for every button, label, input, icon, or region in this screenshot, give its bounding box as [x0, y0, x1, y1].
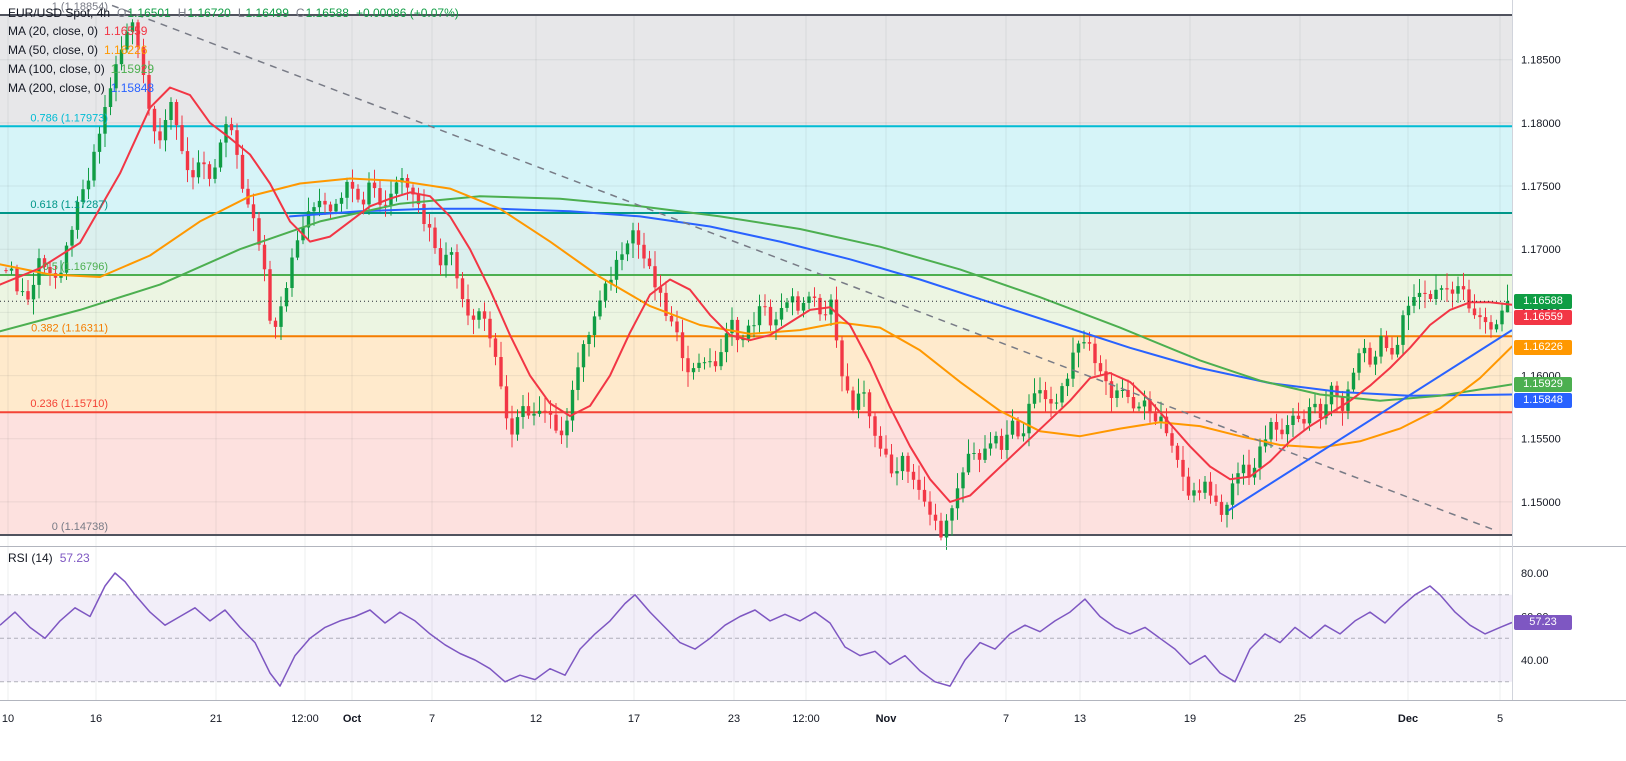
rsi-line — [0, 572, 1513, 687]
price-tick-label: 1.17000 — [1521, 244, 1561, 256]
ma-line — [0, 177, 1513, 449]
ma-legend-row[interactable]: MA (50, close, 0) 1.16226 — [8, 41, 154, 60]
trendlines-layer — [111, 4, 1513, 532]
rsi-value-badge: 57.23 — [1514, 615, 1572, 630]
close-label: C — [295, 6, 305, 20]
time-tick-label: 7 — [1003, 713, 1009, 725]
ma-legend-row[interactable]: MA (100, close, 0) 1.15929 — [8, 60, 154, 79]
time-tick-label: 12:00 — [792, 713, 820, 725]
ma-legend: MA (20, close, 0) 1.16559 MA (50, close, 0… — [8, 22, 154, 98]
rising-support[interactable] — [1227, 329, 1513, 512]
ma50-badge: 1.16226 — [1514, 340, 1572, 355]
separators-layer — [0, 0, 1626, 701]
ma-legend-label: MA (200, close, 0) — [8, 81, 105, 95]
time-tick-label: 5 — [1497, 713, 1503, 725]
time-axis[interactable] — [0, 701, 1626, 761]
ma-line — [0, 195, 1513, 402]
ma-legend-value: 1.16559 — [104, 24, 148, 38]
symbol-title[interactable]: EUR/USD Spot, 4h — [8, 6, 111, 20]
rsi-legend: RSI (14) 57.23 — [8, 551, 90, 565]
ma-legend-row[interactable]: MA (200, close, 0) 1.15848 — [8, 79, 154, 98]
high-value: 1.16720 — [187, 6, 231, 20]
close-value: 1.16588 — [305, 6, 349, 20]
price-tick-label: 1.15000 — [1521, 497, 1561, 509]
ma20-badge: 1.16559 — [1514, 310, 1572, 325]
time-tick-label: 12 — [530, 713, 542, 725]
fib-level-label: 0.618 (1.17287) — [30, 199, 108, 211]
time-tick-label: Dec — [1398, 713, 1418, 725]
price-tick-label: 1.18000 — [1521, 118, 1561, 130]
time-tick-label: Oct — [343, 713, 362, 725]
time-tick-label: Nov — [876, 713, 898, 725]
ma-line — [289, 207, 1513, 397]
ma200-badge: 1.15848 — [1514, 393, 1572, 408]
time-tick-label: 13 — [1074, 713, 1086, 725]
rsi-tick-label: 80.00 — [1521, 568, 1549, 580]
rsi-value: 57.23 — [59, 551, 90, 565]
rsi-label[interactable]: RSI (14) — [8, 551, 53, 565]
fib-level-label: 0.5 (1.16796) — [43, 261, 108, 273]
time-tick-label: 21 — [210, 713, 222, 725]
last-price-badge: 1.16588 — [1514, 294, 1572, 309]
price-tick-label: 1.18500 — [1521, 55, 1561, 67]
fib-level-label: 1 (1.18854) — [52, 1, 108, 13]
fib-level-label: 0 (1.14738) — [52, 521, 108, 533]
change-value: +0.00086 (+0.07%) — [355, 6, 459, 20]
high-label: H — [177, 6, 187, 20]
fib-bands-layer — [0, 15, 1512, 535]
price-tick-label: 1.15500 — [1521, 434, 1561, 446]
ma-legend-label: MA (50, close, 0) — [8, 43, 99, 57]
ma-line — [0, 86, 1513, 503]
fib-labels-layer: 1 (1.18854) 0.786 (1.17973) 0.618 (1.17287… — [30, 1, 108, 533]
rsi-tick-label: 40.00 — [1521, 655, 1549, 667]
time-tick-label: 17 — [628, 713, 640, 725]
fib-level-label: 0.236 (1.15710) — [30, 398, 108, 410]
fib-level-label: 0.382 (1.16311) — [31, 322, 108, 334]
symbol-legend: EUR/USD Spot, 4h O1.16501 H1.16720 L1.16499… — [8, 4, 459, 23]
time-tick-label: 10 — [2, 713, 14, 725]
time-tick-label: 7 — [429, 713, 435, 725]
low-value: 1.16499 — [245, 6, 289, 20]
ma-legend-label: MA (20, close, 0) — [8, 24, 99, 38]
open-label: O — [117, 6, 127, 20]
candles-layer — [4, 19, 1510, 550]
time-tick-label: 16 — [90, 713, 102, 725]
ma-legend-label: MA (100, close, 0) — [8, 62, 105, 76]
ma-legend-value: 1.15929 — [110, 62, 155, 76]
time-tick-label: 19 — [1184, 713, 1196, 725]
rsi-line-layer — [0, 572, 1513, 687]
open-value: 1.16501 — [127, 6, 171, 20]
price-tick-label: 1.17500 — [1521, 181, 1561, 193]
ma-legend-row[interactable]: MA (20, close, 0) 1.16559 — [8, 22, 154, 41]
ma-legend-value: 1.16226 — [104, 43, 148, 57]
ma-legend-value: 1.15848 — [110, 81, 155, 95]
ma100-badge: 1.15929 — [1514, 377, 1572, 392]
low-label: L — [237, 6, 245, 20]
ma-lines-layer — [0, 86, 1513, 503]
fib-level-label: 0.786 (1.17973) — [30, 112, 108, 124]
time-tick-label: 12:00 — [291, 713, 319, 725]
time-tick-label: 25 — [1294, 713, 1306, 725]
time-tick-label: 23 — [728, 713, 740, 725]
